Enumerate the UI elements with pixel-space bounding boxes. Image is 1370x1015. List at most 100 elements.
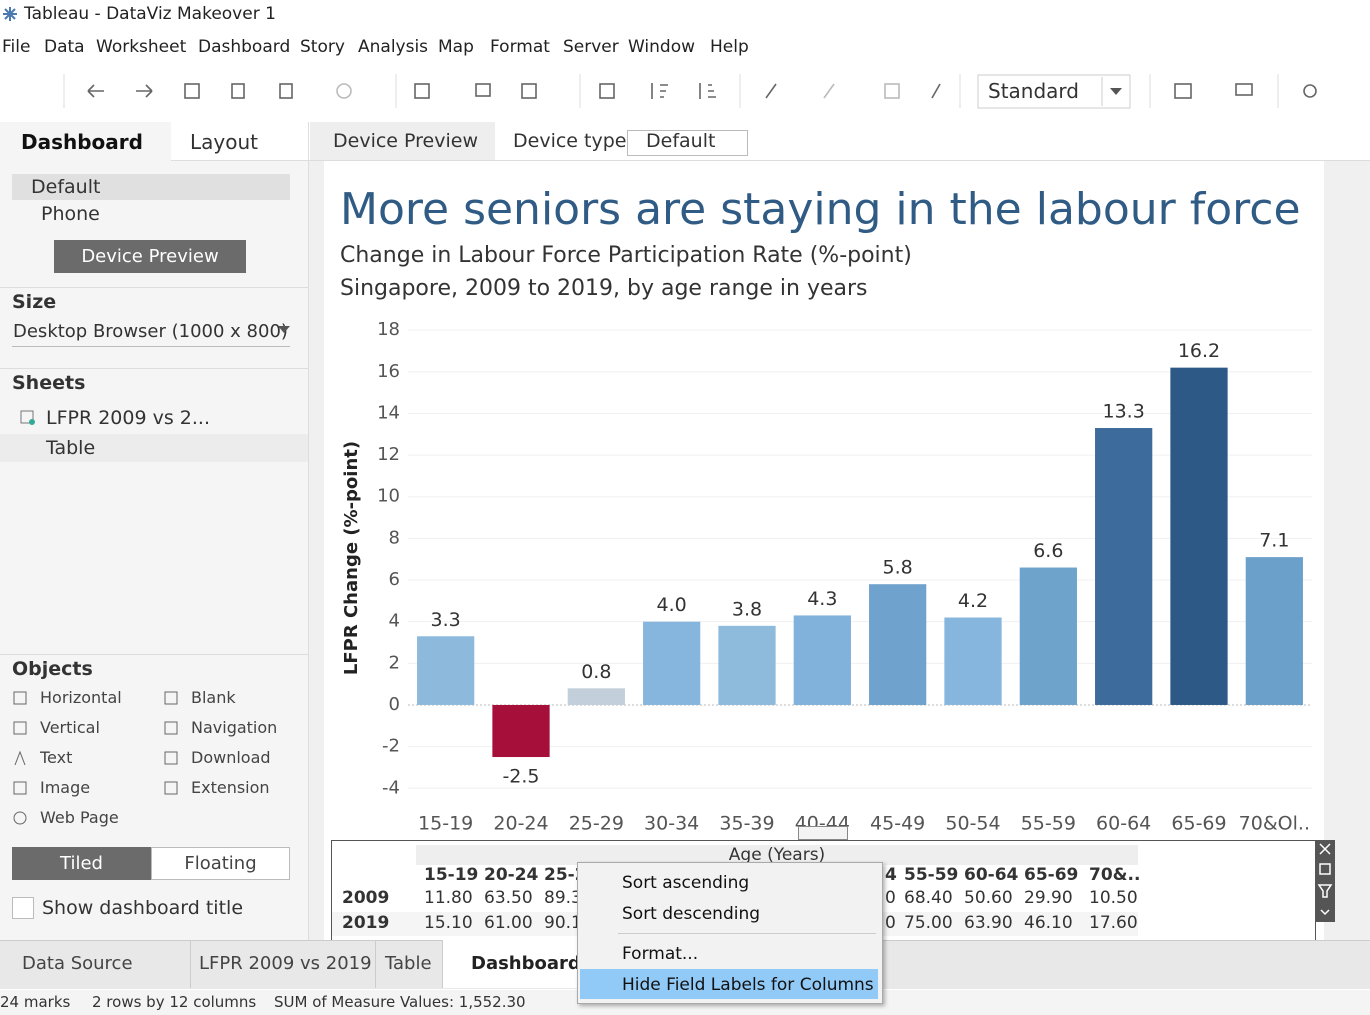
- checkbox-label: Show dashboard title: [42, 897, 244, 919]
- new-sheet-button[interactable]: [231, 83, 245, 99]
- menu-option[interactable]: Sort descending: [622, 904, 761, 924]
- tiled-toggle[interactable]: Tiled: [12, 847, 151, 880]
- tab-label: Device Preview: [333, 130, 478, 152]
- device-type-value: Default: [646, 130, 716, 152]
- menu-option[interactable]: Hide Field Labels for Columns: [622, 975, 874, 995]
- data-label: 3.8: [732, 598, 762, 620]
- menu-item[interactable]: Help: [710, 37, 749, 57]
- sheet-item[interactable]: LFPR 2009 vs 2...: [46, 407, 210, 429]
- remove-button[interactable]: [1319, 843, 1331, 855]
- sort-desc-button[interactable]: [699, 83, 716, 99]
- data-label: 4.3: [807, 588, 837, 610]
- table-cell: 2019: [342, 913, 390, 933]
- floating-toggle[interactable]: Floating: [151, 847, 290, 880]
- share-button[interactable]: [1303, 84, 1317, 98]
- table-cell: 29.90: [1024, 888, 1073, 908]
- table-cell: 0: [885, 888, 896, 908]
- dropdown-arrow: [278, 326, 290, 333]
- object-item[interactable]: Extension: [191, 778, 270, 797]
- table-cell: 20-24: [484, 865, 539, 885]
- menu-item[interactable]: Format: [490, 37, 550, 57]
- layout-tab[interactable]: [171, 122, 308, 161]
- menu-item[interactable]: Story: [300, 37, 345, 57]
- device-option[interactable]: Default: [31, 176, 101, 198]
- filter-button[interactable]: [1317, 884, 1333, 898]
- y-tick-label: 18: [377, 319, 400, 340]
- sheet-tab[interactable]: Data Source: [22, 953, 133, 974]
- object-item[interactable]: Text: [40, 748, 73, 767]
- sheet-item[interactable]: Table: [46, 437, 96, 459]
- sheet-tab[interactable]: Table: [385, 953, 432, 974]
- menu-item[interactable]: Map: [438, 37, 474, 57]
- object-item[interactable]: Navigation: [191, 718, 278, 737]
- menu-item[interactable]: Dashboard: [198, 37, 291, 57]
- menu-item[interactable]: File: [2, 37, 31, 57]
- data-label: 4.2: [958, 590, 988, 612]
- object-item[interactable]: Web Page: [40, 808, 119, 827]
- device-preview-tab[interactable]: [310, 122, 495, 160]
- dashboard-tab[interactable]: [0, 122, 170, 160]
- tab-label: Layout: [190, 130, 258, 154]
- group-button[interactable]: [823, 83, 835, 99]
- menu-item[interactable]: Worksheet: [96, 37, 187, 57]
- new-worksheet-button[interactable]: [414, 83, 430, 99]
- label-button[interactable]: [884, 83, 900, 99]
- column-header-title: Age (Years): [728, 845, 826, 865]
- redo-button[interactable]: [136, 84, 153, 98]
- menu-option[interactable]: Sort ascending: [622, 873, 750, 893]
- sheet-tab[interactable]: LFPR 2009 vs 2019: [199, 953, 372, 974]
- bar: [1019, 567, 1077, 705]
- x-tick-label: 45-49: [870, 813, 925, 835]
- x-tick-label: 70&Ol..: [1239, 813, 1310, 835]
- device-preview-button[interactable]: Device Preview: [54, 240, 246, 273]
- clear-button[interactable]: [521, 83, 537, 99]
- section-heading: Size: [12, 291, 57, 313]
- bar: [492, 704, 550, 758]
- highlight-button[interactable]: [765, 83, 777, 99]
- active-tab[interactable]: [442, 940, 583, 988]
- y-tick-label: 4: [389, 611, 400, 632]
- x-tick-label: 35-39: [719, 813, 774, 835]
- size-dropdown[interactable]: Desktop Browser (1000 x 800): [13, 321, 288, 342]
- fix-axes-button[interactable]: [931, 83, 941, 99]
- checkbox[interactable]: [12, 897, 34, 919]
- tab-label: Dashboard: [21, 130, 143, 154]
- more-options-button[interactable]: [1320, 909, 1330, 916]
- x-tick-label: 25-29: [569, 813, 624, 835]
- data-label: 13.3: [1103, 401, 1145, 423]
- data-label: 6.6: [1033, 540, 1063, 562]
- selected-device-row[interactable]: [12, 174, 290, 200]
- sort-asc-button[interactable]: [651, 83, 668, 99]
- menu-item[interactable]: Server: [563, 37, 619, 57]
- show-me-button[interactable]: [1174, 83, 1192, 99]
- presentation-button[interactable]: [1235, 83, 1253, 96]
- device-option[interactable]: Phone: [41, 203, 100, 225]
- table-cell: 68.40: [904, 888, 953, 908]
- object-item[interactable]: Image: [40, 778, 91, 797]
- object-icons: [13, 691, 178, 825]
- save-button[interactable]: [184, 83, 200, 99]
- goto-sheet-button[interactable]: [1319, 863, 1331, 875]
- object-item[interactable]: Download: [191, 748, 271, 767]
- y-tick-label: -2: [382, 736, 400, 757]
- swap-button[interactable]: [599, 83, 615, 99]
- new-datasource-button[interactable]: [279, 83, 293, 99]
- resize-handle[interactable]: [798, 826, 848, 840]
- refresh-button[interactable]: [336, 83, 352, 99]
- device-type-spinner[interactable]: [627, 130, 748, 156]
- view-mode-dropdown[interactable]: [977, 74, 1131, 109]
- object-item[interactable]: Vertical: [40, 718, 100, 737]
- status-text: 2 rows by 12 columns: [92, 993, 257, 1011]
- bar-chart: More seniors are staying in the labour f…: [340, 184, 1312, 835]
- menu-option[interactable]: Format...: [622, 944, 699, 964]
- menu-item[interactable]: Analysis: [358, 37, 429, 57]
- y-tick-label: 0: [389, 694, 400, 715]
- table-cell: 63.90: [964, 913, 1013, 933]
- object-item[interactable]: Horizontal: [40, 688, 122, 707]
- menu-item[interactable]: Data: [44, 37, 85, 57]
- menu-item[interactable]: Window: [628, 37, 696, 57]
- object-item[interactable]: Blank: [191, 688, 236, 707]
- undo-button[interactable]: [87, 84, 104, 98]
- duplicate-button[interactable]: [475, 83, 491, 97]
- sheet-tab[interactable]: Dashboard 1: [471, 953, 600, 974]
